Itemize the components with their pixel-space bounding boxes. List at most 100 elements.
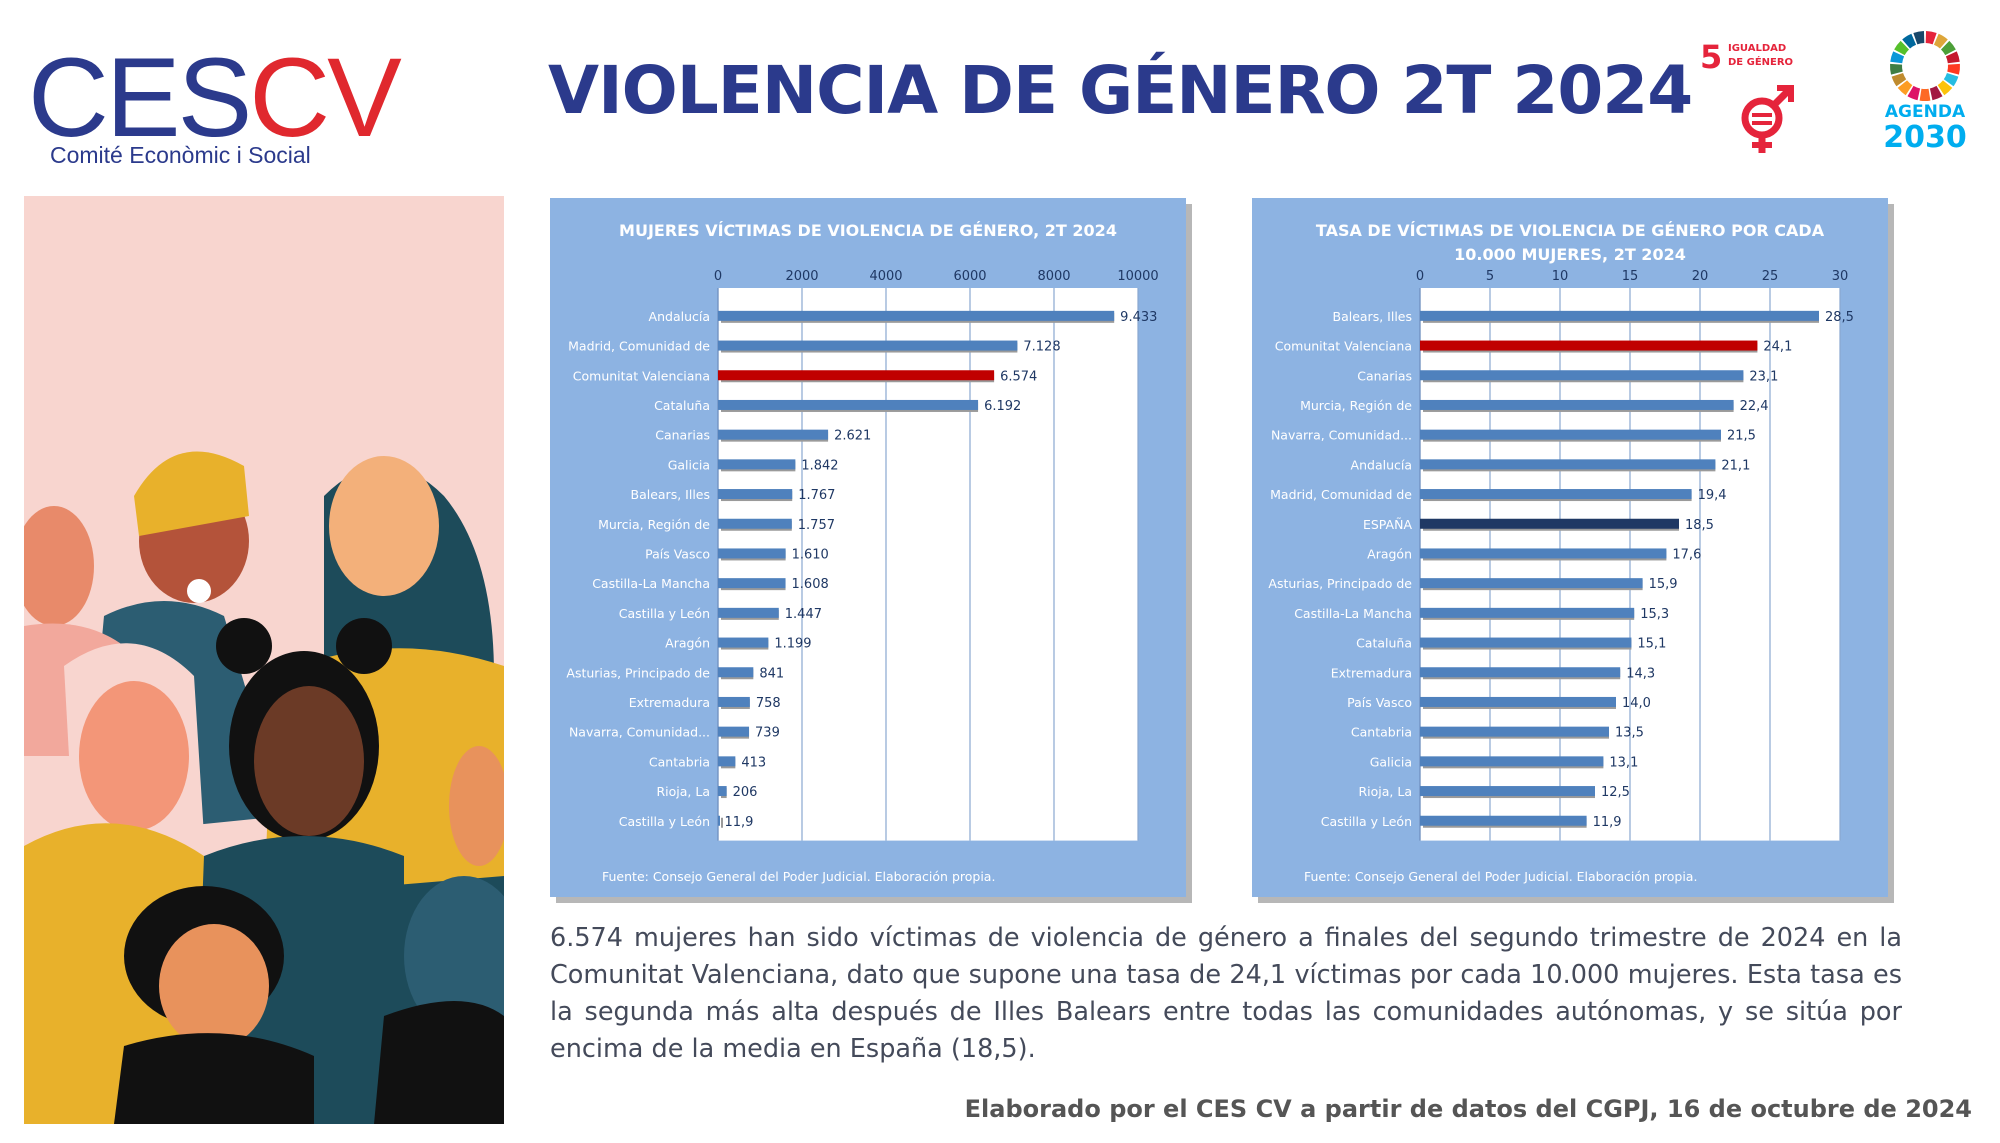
- category-label: Cantabria: [649, 754, 710, 769]
- category-label: Balears, Illes: [631, 487, 711, 502]
- bar: [718, 459, 796, 470]
- category-label: Aragón: [665, 636, 710, 651]
- bar: [1420, 578, 1643, 589]
- bar-value-label: 6.574: [1000, 369, 1037, 384]
- bar: [1420, 667, 1621, 678]
- category-label: Rioja, La: [1358, 784, 1412, 799]
- bar: [1420, 815, 1587, 826]
- bar-value-label: 15,3: [1640, 607, 1669, 622]
- bar-value-label: 13,1: [1609, 755, 1638, 770]
- bar: [1420, 370, 1744, 381]
- logo-wordmark: CESCV: [28, 35, 402, 160]
- cescv-logo: CESCV Comité Econòmic i Social: [28, 42, 402, 172]
- chart-title: 10.000 MUJERES, 2T 2024: [1454, 245, 1686, 264]
- chart-source: Fuente: Consejo General del Poder Judici…: [602, 869, 995, 884]
- agenda-year: 2030: [1883, 120, 1967, 155]
- category-label: ESPAÑA: [1363, 517, 1412, 532]
- bar-value-label: 1.767: [798, 488, 835, 503]
- category-label: Castilla-La Mancha: [592, 576, 710, 591]
- bar: [718, 429, 829, 440]
- chart-victims-count-svg: MUJERES VÍCTIMAS DE VIOLENCIA DE GÉNERO,…: [550, 198, 1192, 903]
- bar: [718, 548, 786, 559]
- category-label: Extremadura: [1331, 665, 1412, 680]
- category-label: Andalucía: [649, 309, 710, 324]
- category-label: Extremadura: [629, 695, 710, 710]
- sdg-wheel-segment: [1947, 63, 1960, 75]
- bar-value-label: 21,5: [1727, 429, 1756, 444]
- bar-value-label: 23,1: [1749, 369, 1778, 384]
- category-label: Canarias: [1357, 368, 1412, 383]
- bar: [718, 489, 793, 500]
- sdg-wheel-segment: [1925, 31, 1937, 45]
- bar: [1420, 726, 1609, 737]
- bar-value-label: 1.447: [785, 607, 822, 622]
- bar-value-label: 24,1: [1763, 340, 1792, 355]
- category-label: Galicia: [1370, 754, 1412, 769]
- x-tick-label: 6000: [953, 269, 986, 284]
- category-label: Murcia, Región de: [1300, 398, 1412, 413]
- category-label: Aragón: [1367, 546, 1412, 561]
- x-tick-label: 30: [1832, 269, 1849, 284]
- bar: [718, 310, 1115, 321]
- bar-value-label: 19,4: [1698, 488, 1727, 503]
- bar-value-label: 21,1: [1721, 458, 1750, 473]
- bar-value-label: 14,0: [1622, 696, 1651, 711]
- bar: [1420, 786, 1595, 797]
- bar: [1420, 399, 1734, 410]
- bar: [718, 340, 1018, 351]
- sdg-wheel-segment: [1890, 51, 1905, 64]
- category-label: Rioja, La: [656, 784, 710, 799]
- bar-value-label: 11,9: [1593, 815, 1622, 830]
- category-label: Comunitat Valenciana: [1275, 339, 1412, 354]
- bar-value-label: 1.610: [792, 547, 829, 562]
- category-label: Castilla y León: [1321, 814, 1412, 829]
- bar-value-label: 2.621: [834, 429, 871, 444]
- x-tick-label: 10000: [1117, 269, 1158, 284]
- bar-value-label: 1.842: [801, 458, 838, 473]
- sdg5-gender-equality-icon: 5 IGUALDAD DE GÉNERO: [1700, 38, 1820, 158]
- agenda-label: AGENDA: [1884, 102, 1966, 122]
- bar: [718, 726, 750, 737]
- bar-value-label: 17,6: [1672, 547, 1701, 562]
- bar: [718, 518, 792, 529]
- bar-value-label: 15,9: [1649, 577, 1678, 592]
- sdg-wheel-segment: [1929, 85, 1943, 101]
- bar-value-label: 18,5: [1685, 518, 1714, 533]
- x-tick-label: 8000: [1037, 269, 1070, 284]
- page-title: VIOLENCIA DE GÉNERO 2T 2024: [548, 52, 1693, 129]
- bar: [718, 815, 720, 826]
- bar-value-label: 1.608: [792, 577, 829, 592]
- category-label: Navarra, Comunidad...: [1271, 428, 1412, 443]
- bar: [718, 786, 727, 797]
- chart-source: Fuente: Consejo General del Poder Judici…: [1304, 869, 1697, 884]
- women-illustration: [24, 196, 504, 1124]
- category-label: Cataluña: [1356, 636, 1412, 651]
- bar: [1420, 489, 1692, 500]
- bar-value-label: 413: [741, 755, 766, 770]
- chart-victims-count: MUJERES VÍCTIMAS DE VIOLENCIA DE GÉNERO,…: [550, 198, 1194, 905]
- bar: [718, 370, 995, 381]
- bar-value-label: 841: [759, 666, 784, 681]
- category-label: Madrid, Comunidad de: [1270, 487, 1412, 502]
- category-label: Canarias: [655, 428, 710, 443]
- bar: [718, 756, 736, 767]
- category-label: Asturias, Principado de: [1268, 576, 1412, 591]
- bar: [718, 607, 779, 618]
- bar-value-label: 6.192: [984, 399, 1021, 414]
- chart-victims-rate-svg: TASA DE VÍCTIMAS DE VIOLENCIA DE GÉNERO …: [1252, 198, 1894, 903]
- bar-value-label: 12,5: [1601, 785, 1630, 800]
- bar-value-label: 1.199: [774, 637, 811, 652]
- sdg-wheel-icon: [1890, 31, 1960, 102]
- bar: [718, 399, 979, 410]
- sdg-wheel-segment: [1937, 80, 1953, 96]
- bar-value-label: 9.433: [1120, 310, 1157, 325]
- gender-symbol-icon: [1741, 85, 1794, 153]
- agenda-2030-logo: AGENDA 2030: [1875, 30, 1985, 160]
- sdg-wheel-segment: [1897, 80, 1913, 96]
- bar: [718, 578, 786, 589]
- sdg5-label: IGUALDAD DE GÉNERO: [1728, 43, 1794, 68]
- bar-shadow: [721, 817, 723, 828]
- bar: [1420, 548, 1667, 559]
- x-tick-label: 15: [1622, 269, 1639, 284]
- category-label: Murcia, Región de: [598, 517, 710, 532]
